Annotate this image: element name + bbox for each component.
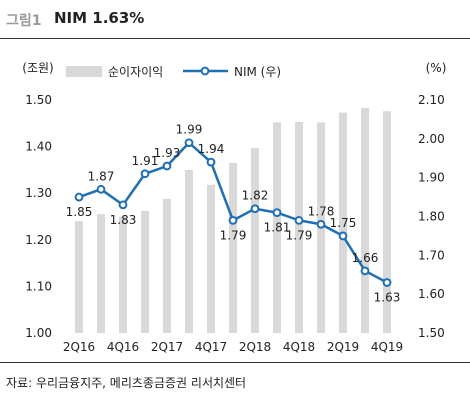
nim-data-label: 1.83	[110, 213, 137, 227]
nim-data-label: 1.99	[176, 123, 203, 137]
nim-data-label: 1.94	[198, 142, 225, 156]
legend-bar-label: 순이자이익	[108, 65, 163, 79]
figure-header: 그림1 NIM 1.63%	[0, 0, 470, 40]
axes: (조원) (%) 1.00 1.10 1.20 1.30 1.40 1.50 1.50 1.60 1…	[22, 61, 446, 354]
right-axis-unit: (%)	[426, 61, 447, 75]
left-axis-unit: (조원)	[22, 61, 53, 75]
nim-point	[338, 231, 348, 241]
right-axis-tick-label: 1.90	[418, 171, 445, 185]
nim-data-label: 1.87	[88, 169, 115, 183]
nim-point	[140, 169, 150, 179]
left-axis-tick-label: 1.30	[25, 186, 52, 200]
nim-data-label: 1.63	[374, 291, 401, 305]
bar-net-interest-income	[97, 214, 105, 333]
nim-point	[74, 192, 84, 202]
bar-net-interest-income	[75, 221, 83, 333]
data-labels: 1.85 1.87 1.83 1.911.93 1.99 1.94 1.79 1.82 1.81…	[66, 123, 401, 305]
nim-point	[250, 204, 260, 214]
x-axis-tick-label: 4Q18	[283, 340, 315, 354]
bar-net-interest-income	[119, 216, 127, 333]
nim-data-label: 1.81	[264, 221, 291, 235]
nim-point	[272, 208, 282, 218]
nim-point	[316, 219, 326, 229]
nim-data-label: 1.78	[308, 204, 335, 218]
nim-data-label: 1.79	[286, 228, 313, 242]
nim-point	[118, 200, 128, 210]
right-axis-tick-label: 1.80	[418, 210, 445, 224]
chart-title: NIM 1.63%	[54, 9, 145, 27]
nim-combo-chart: (조원) (%) 1.00 1.10 1.20 1.30 1.40 1.50 1.50 1.60 1…	[22, 61, 446, 354]
bar-net-interest-income	[185, 169, 193, 333]
figure-number: 그림1	[6, 13, 42, 29]
bar-net-interest-income	[207, 184, 215, 333]
x-axis-tick-label: 2Q16	[63, 340, 95, 354]
legend-line-marker	[200, 66, 210, 76]
left-axis-tick-label: 1.00	[25, 326, 52, 340]
legend: 순이자이익 NIM (우)	[66, 65, 281, 79]
bar-net-interest-income	[163, 198, 171, 333]
nim-point	[206, 157, 216, 167]
line-series	[74, 138, 392, 287]
right-axis-tick-label: 1.70	[418, 248, 445, 262]
bar-net-interest-income	[141, 210, 149, 333]
bar-net-interest-income	[383, 111, 391, 334]
x-axis-tick-label: 4Q17	[195, 340, 227, 354]
nim-data-label: 1.85	[66, 205, 93, 219]
right-axis-tick-label: 2.00	[418, 132, 445, 146]
left-axis-tick-label: 1.20	[25, 233, 52, 247]
nim-data-label: 1.79	[220, 228, 247, 242]
x-axis-tick-label: 4Q19	[371, 340, 403, 354]
left-axis-tick-label: 1.50	[25, 93, 52, 107]
bar-net-interest-income	[361, 107, 369, 333]
nim-point	[228, 215, 238, 225]
right-axis-tick-label: 1.60	[418, 287, 445, 301]
nim-point	[360, 266, 370, 276]
left-axis-tick-label: 1.40	[25, 140, 52, 154]
bar-net-interest-income	[251, 147, 259, 333]
x-axis-tick-label: 2Q18	[239, 340, 271, 354]
nim-data-label: 1.93	[154, 146, 181, 160]
nim-point	[96, 184, 106, 194]
nim-data-label: 1.75	[330, 216, 357, 230]
right-axis-tick-label: 2.10	[418, 93, 445, 107]
x-axis-tick-label: 2Q17	[151, 340, 183, 354]
right-axis-tick-label: 1.50	[418, 326, 445, 340]
bar-net-interest-income	[339, 112, 347, 333]
legend-bar-swatch	[66, 66, 102, 77]
x-axis-tick-label: 4Q16	[107, 340, 139, 354]
nim-data-label: 1.82	[242, 189, 269, 203]
bar-net-interest-income	[295, 121, 303, 333]
x-axis-tick-label: 2Q19	[327, 340, 359, 354]
source-note: 자료: 우리금융지주, 메리츠종금증권 리서치센터	[6, 376, 247, 390]
bar-net-interest-income	[273, 122, 281, 333]
top-divider	[0, 38, 470, 39]
legend-line-label: NIM (우)	[234, 65, 281, 79]
bar-net-interest-income	[229, 162, 237, 333]
nim-data-label: 1.66	[352, 251, 379, 265]
nim-point	[294, 215, 304, 225]
left-axis-tick-label: 1.10	[25, 279, 52, 293]
bottom-divider	[0, 362, 470, 363]
nim-point	[162, 161, 172, 171]
nim-point	[184, 138, 194, 148]
nim-point	[382, 278, 392, 287]
nim-data-label: 1.91	[132, 154, 159, 168]
